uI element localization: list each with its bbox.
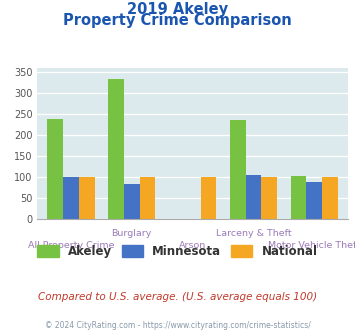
Bar [261,177,277,219]
Bar [63,177,79,219]
Bar [47,119,63,219]
Bar [140,177,155,219]
Text: Arson: Arson [179,241,206,250]
Text: 2019 Akeley: 2019 Akeley [127,2,228,16]
Bar [79,177,94,219]
Text: All Property Crime: All Property Crime [28,241,114,250]
Text: © 2024 CityRating.com - https://www.cityrating.com/crime-statistics/: © 2024 CityRating.com - https://www.city… [45,321,310,330]
Text: Burglary: Burglary [111,229,152,238]
Text: Larceny & Theft: Larceny & Theft [216,229,291,238]
Legend: Akeley, Minnesota, National: Akeley, Minnesota, National [34,241,321,261]
Bar [201,177,216,219]
Text: Compared to U.S. average. (U.S. average equals 100): Compared to U.S. average. (U.S. average … [38,292,317,302]
Bar [322,177,338,219]
Bar [306,182,322,219]
Bar [291,176,306,219]
Bar [108,79,124,219]
Text: Property Crime Comparison: Property Crime Comparison [63,13,292,28]
Text: Motor Vehicle Theft: Motor Vehicle Theft [268,241,355,250]
Bar [124,184,140,219]
Bar [230,120,246,219]
Bar [246,175,261,219]
